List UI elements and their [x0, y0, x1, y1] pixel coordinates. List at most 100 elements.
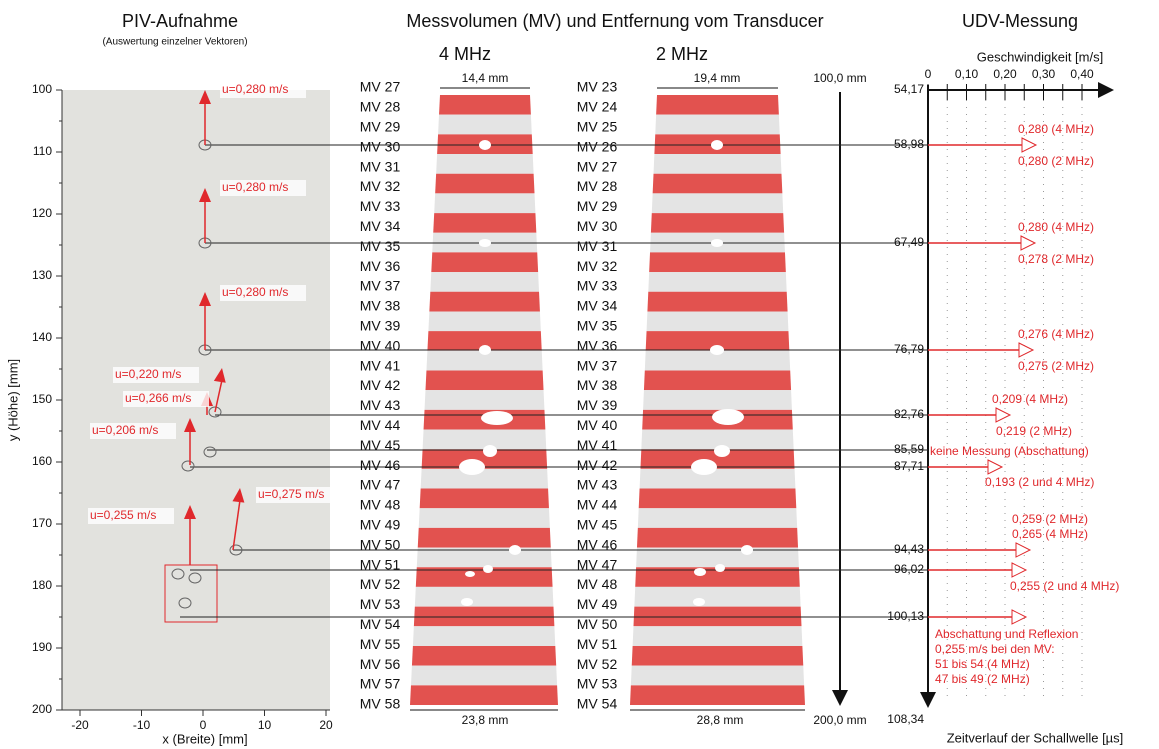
mv-label: MV 50 [577, 616, 618, 632]
stripe [640, 469, 796, 489]
time-label: 76,79 [894, 342, 924, 356]
mv-label: MV 28 [360, 99, 401, 115]
udv-arrow-head [996, 408, 1010, 422]
mv-label: MV 40 [360, 337, 401, 353]
mv-label: MV 29 [577, 198, 618, 214]
stripe [425, 390, 545, 410]
x-tick-label: -10 [133, 718, 151, 732]
time-label: 94,43 [894, 542, 924, 556]
vector-label: u=0,220 m/s [115, 367, 181, 381]
mv-label: MV 30 [577, 218, 618, 234]
width-label: 14,4 mm [462, 71, 509, 85]
mv-label: MV 25 [577, 119, 618, 135]
y-tick-label: 100 [32, 82, 52, 96]
stripe [410, 685, 558, 705]
distance-label: 100,0 mm [813, 71, 866, 85]
stripe [638, 508, 797, 528]
udv-annotation: 0,255 m/s bei den MV: [935, 642, 1055, 656]
mv-label: MV 47 [360, 477, 401, 493]
arrow-head [1098, 82, 1114, 98]
stripe [419, 508, 550, 528]
udv-arrow-head [1016, 543, 1030, 557]
velocity-tick-label: 0,20 [993, 67, 1017, 81]
stripe [411, 666, 557, 686]
time-label: 87,71 [894, 459, 924, 473]
udv-annotation: 0,275 (2 MHz) [1018, 359, 1094, 373]
mv-label: MV 39 [360, 318, 401, 334]
mv-label: MV 53 [577, 676, 618, 692]
udv-annotation: 0,265 (4 MHz) [1012, 527, 1088, 541]
freq-label: 2 MHz [656, 44, 708, 64]
bubble [691, 459, 717, 475]
bubble [483, 445, 497, 457]
piv-title: PIV-Aufnahme [122, 11, 238, 31]
mv-label: MV 46 [360, 457, 401, 473]
x-tick-label: 0 [200, 718, 207, 732]
stripe [425, 370, 543, 390]
mv-label: MV 58 [360, 696, 401, 712]
mv-title: Messvolumen (MV) und Entfernung vom Tran… [406, 11, 823, 31]
stripe [647, 311, 789, 331]
time-label: 100,13 [887, 609, 924, 623]
stripe [436, 154, 533, 174]
mv-label: MV 32 [577, 258, 618, 274]
udv-annotation: Abschattung und Reflexion [935, 627, 1078, 641]
mv-label: MV 47 [577, 556, 618, 572]
stripe [429, 292, 540, 312]
mv-label: MV 36 [577, 337, 618, 353]
bubble [694, 568, 706, 576]
mv-label: MV 28 [577, 178, 618, 194]
time-label: 67,49 [894, 235, 924, 249]
piv-subtitle: (Auswertung einzelner Vektoren) [102, 37, 247, 48]
bubble [465, 571, 475, 577]
mv-label: MV 54 [577, 696, 618, 712]
mv-label: MV 45 [577, 517, 618, 533]
udv-annotation: keine Messung (Abschattung) [930, 444, 1089, 458]
y-tick-label: 170 [32, 516, 52, 530]
velocity-tick-label: 0,10 [955, 67, 979, 81]
stripe [632, 646, 804, 666]
y-tick-label: 150 [32, 392, 52, 406]
arrow-head [832, 690, 848, 706]
stripe [637, 528, 798, 548]
mv-label: MV 54 [360, 616, 401, 632]
mv-label: MV 39 [577, 397, 618, 413]
mv-label: MV 33 [360, 198, 401, 214]
stripe [634, 587, 800, 607]
x-tick-label: 20 [319, 718, 333, 732]
y-tick-label: 190 [32, 640, 52, 654]
mv-label: MV 52 [577, 656, 618, 672]
stripe [655, 115, 779, 135]
width-label: 23,8 mm [462, 713, 509, 727]
mv-label: MV 51 [577, 636, 618, 652]
stripe [639, 489, 797, 509]
mv-label: MV 35 [360, 238, 401, 254]
stripe [428, 311, 540, 331]
bubble [711, 140, 723, 150]
stripe [644, 370, 791, 390]
stripe [649, 252, 786, 272]
width-label: 28,8 mm [697, 713, 744, 727]
mv-label: MV 50 [360, 536, 401, 552]
bubble [479, 345, 491, 355]
udv-annotation: 51 bis 54 (4 MHz) [935, 657, 1030, 671]
stripe [643, 390, 792, 410]
stripe [434, 193, 535, 213]
stripe [648, 272, 786, 292]
time-label: 108,34 [887, 712, 924, 726]
velocity-label: Geschwindigkeit [m/s] [977, 49, 1103, 64]
mv-label: MV 24 [577, 99, 618, 115]
velocity-tick-label: 0,30 [1032, 67, 1056, 81]
vector-label: u=0,255 m/s [90, 508, 156, 522]
vector-label: u=0,280 m/s [222, 180, 288, 194]
bubble [711, 239, 723, 247]
mv-label: MV 30 [360, 138, 401, 154]
mv-label: MV 49 [360, 517, 401, 533]
mv-label: MV 27 [360, 79, 401, 95]
x-axis-label: x (Breite) [mm] [162, 731, 247, 746]
stripe [412, 646, 556, 666]
stripe [420, 489, 549, 509]
bubble [481, 411, 513, 425]
bubble [741, 545, 753, 555]
udv-annotation: 0,255 (2 und 4 MHz) [1010, 579, 1119, 593]
